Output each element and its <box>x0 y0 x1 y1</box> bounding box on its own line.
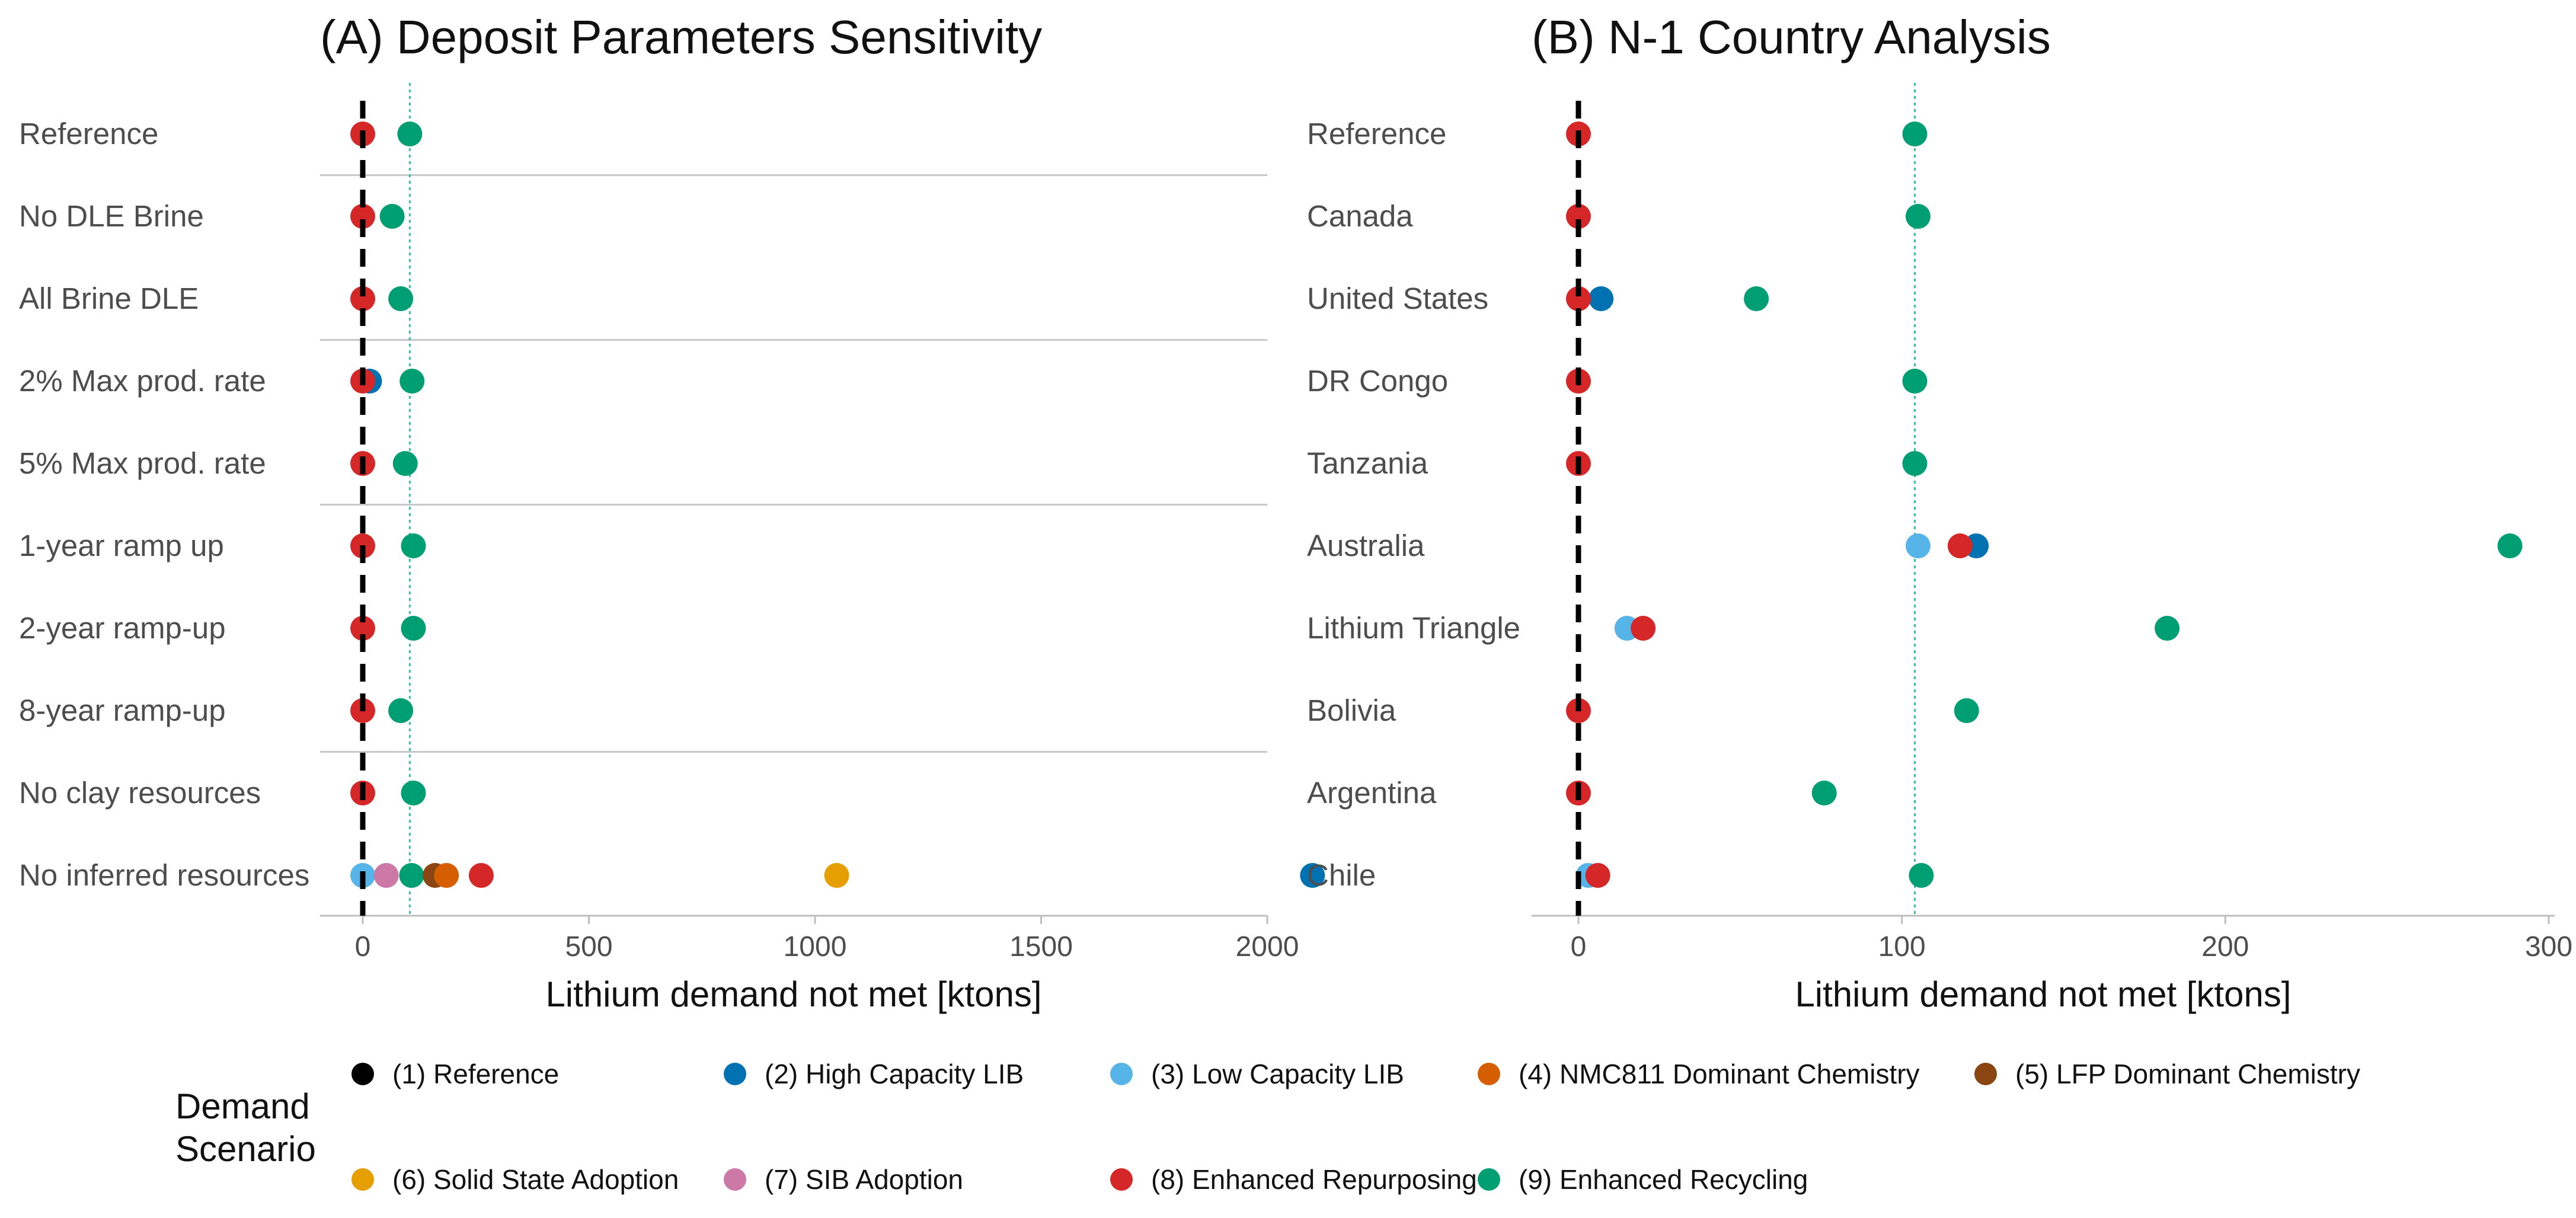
data-point <box>350 204 375 229</box>
legend-marker <box>1974 1063 1997 1085</box>
category-label: 1-year ramp up <box>19 529 224 562</box>
legend-label: (2) High Capacity LIB <box>765 1059 1024 1089</box>
category-label: No clay resources <box>19 776 261 810</box>
legend: Demand Scenario (1) Reference (2) High Capa… <box>175 1059 2360 1195</box>
data-point <box>392 451 418 476</box>
x-tick-label: 1500 <box>1009 931 1073 963</box>
legend-marker <box>1110 1063 1133 1085</box>
data-point <box>1566 286 1591 311</box>
category-label: 2-year ramp-up <box>19 611 226 645</box>
x-tick-label: 500 <box>565 931 612 963</box>
category-label: 2% Max prod. rate <box>19 364 266 398</box>
x-tick-label: 0 <box>355 931 371 963</box>
data-point <box>1902 369 1928 394</box>
data-point <box>2497 533 2523 558</box>
legend-marker <box>724 1168 746 1191</box>
category-label: Lithium Triangle <box>1307 611 1520 645</box>
panel-title: (B) N-1 Country Analysis <box>1532 11 2051 63</box>
data-point <box>401 781 426 805</box>
data-point <box>397 122 423 146</box>
data-point <box>1954 698 1979 723</box>
category-label: Reference <box>19 117 158 151</box>
data-point <box>824 863 849 888</box>
category-label: DR Congo <box>1307 364 1448 398</box>
category-label: No inferred resources <box>19 858 309 892</box>
category-label: United States <box>1307 282 1488 315</box>
category-label: 8-year ramp-up <box>19 693 226 727</box>
data-point <box>434 863 459 888</box>
legend-marker <box>351 1168 374 1191</box>
data-point <box>399 369 425 394</box>
data-point <box>388 698 414 723</box>
legend-marker <box>1478 1063 1500 1085</box>
data-point <box>1909 863 1934 888</box>
legend-label: (6) Solid State Adoption <box>392 1164 679 1195</box>
x-tick-label: 2000 <box>1236 931 1299 963</box>
legend-label: (7) SIB Adoption <box>765 1164 963 1195</box>
category-label: Chile <box>1307 858 1376 892</box>
data-point <box>1300 863 1325 888</box>
panel-title: (A) Deposit Parameters Sensitivity <box>320 11 1042 63</box>
data-point <box>399 863 424 888</box>
category-label: Tanzania <box>1307 446 1428 480</box>
data-point <box>401 616 426 641</box>
x-axis-label: Lithium demand not met [ktons] <box>545 974 1041 1014</box>
category-label: No DLE Brine <box>19 199 204 233</box>
legend-title-line: Demand <box>175 1086 310 1126</box>
legend-label: (5) LFP Dominant Chemistry <box>2015 1059 2360 1089</box>
x-tick-label: 1000 <box>784 931 847 963</box>
x-axis-label: Lithium demand not met [ktons] <box>1795 974 2291 1014</box>
data-point <box>379 204 405 229</box>
panel-a: (A) Deposit Parameters Sensitivity Refere… <box>19 11 1325 1014</box>
data-point <box>1902 122 1928 146</box>
data-point <box>1566 204 1591 229</box>
x-tick-label: 200 <box>2201 931 2249 963</box>
data-point <box>1947 533 1973 558</box>
data-point <box>2155 616 2180 641</box>
legend-label: (4) NMC811 Dominant Chemistry <box>1519 1059 1920 1089</box>
data-point <box>1589 286 1614 311</box>
data-point <box>1905 533 1931 558</box>
data-point <box>388 286 414 311</box>
data-point <box>468 863 494 888</box>
data-point <box>1905 204 1931 229</box>
data-point <box>401 533 426 558</box>
legend-title-line: Scenario <box>175 1129 316 1169</box>
category-label: Australia <box>1307 529 1425 562</box>
data-point <box>350 286 375 311</box>
data-point <box>1902 451 1928 476</box>
category-label: Argentina <box>1307 776 1437 810</box>
legend-marker <box>351 1063 374 1085</box>
x-tick-label: 300 <box>2525 931 2572 963</box>
legend-marker <box>1478 1168 1500 1191</box>
legend-marker <box>724 1063 746 1085</box>
legend-label: (8) Enhanced Repurposing <box>1151 1164 1477 1195</box>
data-point <box>1744 286 1769 311</box>
category-label: Canada <box>1307 199 1413 233</box>
panel-b: (B) N-1 Country Analysis Reference Canada U… <box>1307 11 2572 1014</box>
data-point <box>1631 616 1656 641</box>
category-label: Bolivia <box>1307 693 1396 727</box>
data-point <box>1585 863 1610 888</box>
legend-label: (1) Reference <box>392 1059 559 1089</box>
data-point <box>350 616 375 641</box>
legend-marker <box>1110 1168 1133 1191</box>
category-label: Reference <box>1307 117 1446 151</box>
legend-title: Demand Scenario <box>175 1086 316 1169</box>
data-point <box>373 863 399 888</box>
x-tick-label: 0 <box>1571 931 1587 963</box>
data-point <box>1811 781 1837 805</box>
category-label: 5% Max prod. rate <box>19 446 266 480</box>
legend-label: (9) Enhanced Recycling <box>1519 1164 1808 1195</box>
category-label: All Brine DLE <box>19 282 199 315</box>
legend-label: (3) Low Capacity LIB <box>1151 1059 1404 1089</box>
x-tick-label: 100 <box>1878 931 1926 963</box>
